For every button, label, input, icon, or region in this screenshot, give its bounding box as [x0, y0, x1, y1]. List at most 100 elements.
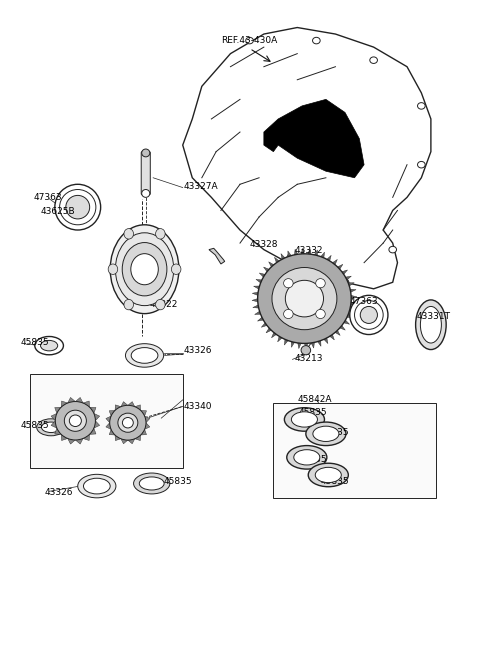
Text: REF.43-430A: REF.43-430A: [221, 36, 277, 45]
Text: 45835: 45835: [320, 477, 349, 486]
Polygon shape: [335, 330, 340, 335]
Polygon shape: [115, 405, 121, 411]
Ellipse shape: [246, 37, 253, 44]
Ellipse shape: [131, 348, 158, 363]
Ellipse shape: [313, 426, 339, 441]
Ellipse shape: [420, 306, 442, 343]
Ellipse shape: [350, 295, 388, 335]
Ellipse shape: [124, 299, 133, 310]
Polygon shape: [106, 422, 111, 430]
Polygon shape: [275, 257, 279, 263]
Ellipse shape: [41, 422, 60, 432]
Polygon shape: [144, 422, 150, 430]
Polygon shape: [340, 325, 345, 330]
Ellipse shape: [284, 407, 324, 431]
Polygon shape: [55, 407, 61, 413]
Ellipse shape: [64, 410, 86, 432]
Polygon shape: [272, 333, 276, 338]
Ellipse shape: [40, 340, 58, 351]
Polygon shape: [252, 292, 258, 295]
Text: 45835: 45835: [21, 338, 49, 347]
Ellipse shape: [142, 149, 150, 157]
Polygon shape: [264, 267, 269, 272]
Ellipse shape: [258, 254, 351, 344]
Polygon shape: [327, 255, 331, 261]
Polygon shape: [324, 338, 328, 344]
Text: 43326: 43326: [44, 488, 73, 497]
Polygon shape: [347, 314, 353, 318]
Ellipse shape: [131, 254, 158, 285]
Polygon shape: [253, 305, 259, 308]
Ellipse shape: [275, 279, 282, 285]
Polygon shape: [333, 259, 337, 265]
Polygon shape: [348, 283, 354, 286]
Ellipse shape: [78, 474, 116, 498]
Polygon shape: [344, 320, 349, 324]
Ellipse shape: [341, 279, 349, 285]
Polygon shape: [269, 262, 274, 267]
Polygon shape: [68, 438, 75, 444]
Polygon shape: [350, 289, 356, 292]
Text: 47363: 47363: [34, 193, 62, 202]
Polygon shape: [254, 311, 261, 314]
Ellipse shape: [122, 417, 133, 428]
Ellipse shape: [66, 195, 90, 219]
Polygon shape: [253, 286, 260, 289]
Text: 45835: 45835: [21, 422, 49, 430]
Polygon shape: [304, 343, 308, 349]
Polygon shape: [259, 273, 265, 277]
Ellipse shape: [36, 419, 65, 436]
Polygon shape: [351, 295, 357, 298]
Ellipse shape: [110, 225, 179, 314]
Ellipse shape: [389, 247, 396, 253]
Text: 47363: 47363: [350, 297, 378, 306]
Text: 43326: 43326: [184, 346, 212, 356]
Text: 43332: 43332: [295, 247, 324, 255]
Ellipse shape: [55, 401, 96, 440]
Polygon shape: [252, 298, 258, 302]
Ellipse shape: [316, 310, 325, 319]
Polygon shape: [351, 302, 357, 305]
Polygon shape: [330, 335, 335, 340]
Polygon shape: [51, 413, 57, 420]
Polygon shape: [90, 428, 96, 434]
Polygon shape: [298, 343, 301, 348]
Ellipse shape: [315, 467, 341, 483]
Ellipse shape: [110, 405, 146, 440]
Ellipse shape: [124, 228, 133, 239]
Polygon shape: [261, 323, 267, 327]
Polygon shape: [318, 340, 321, 346]
Ellipse shape: [156, 299, 165, 310]
Polygon shape: [277, 337, 282, 342]
Ellipse shape: [69, 415, 82, 426]
Text: 43340: 43340: [184, 402, 212, 411]
Ellipse shape: [125, 344, 164, 367]
Text: 45835: 45835: [298, 455, 327, 464]
Polygon shape: [128, 439, 135, 444]
Text: 43213: 43213: [295, 354, 324, 363]
Polygon shape: [94, 413, 100, 420]
Polygon shape: [337, 264, 343, 269]
Text: 43328: 43328: [250, 240, 278, 249]
Text: 43327A: 43327A: [184, 182, 218, 192]
Polygon shape: [109, 411, 115, 416]
Ellipse shape: [133, 473, 170, 494]
Polygon shape: [75, 438, 83, 444]
Bar: [30, 374, 183, 468]
Polygon shape: [314, 250, 318, 256]
Polygon shape: [61, 434, 68, 441]
Polygon shape: [342, 270, 348, 274]
Ellipse shape: [272, 268, 337, 330]
Polygon shape: [55, 428, 61, 434]
FancyBboxPatch shape: [141, 152, 150, 195]
Ellipse shape: [139, 477, 164, 490]
Polygon shape: [209, 249, 225, 264]
Text: 45835: 45835: [164, 477, 192, 486]
Polygon shape: [68, 398, 75, 403]
Ellipse shape: [142, 190, 150, 197]
Polygon shape: [288, 251, 291, 256]
Polygon shape: [109, 430, 115, 435]
Bar: [274, 403, 436, 498]
Polygon shape: [346, 276, 351, 280]
Ellipse shape: [291, 412, 317, 427]
